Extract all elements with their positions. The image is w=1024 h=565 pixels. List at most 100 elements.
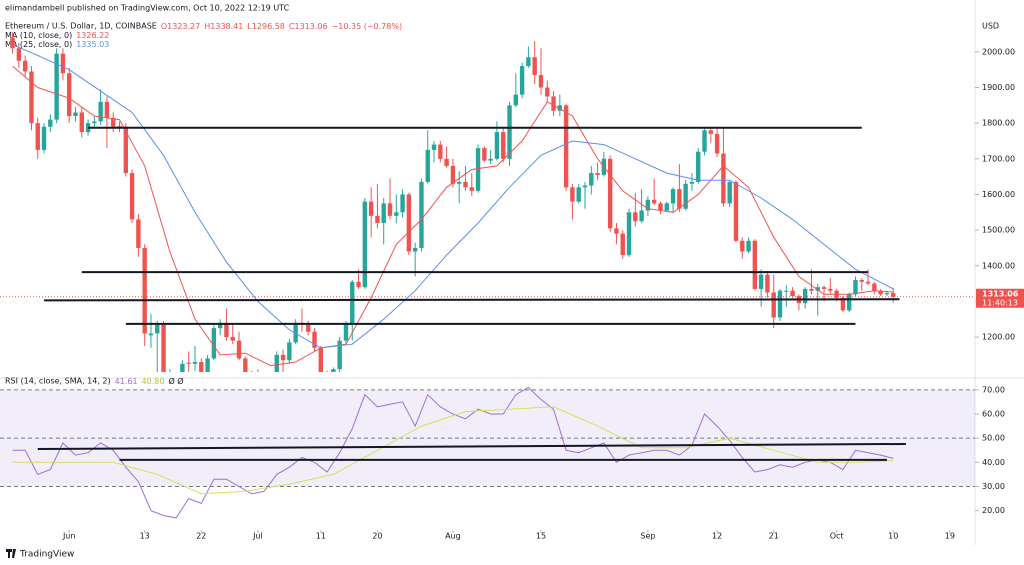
candle-body — [192, 362, 198, 364]
candle-body — [236, 340, 242, 359]
candle-body — [802, 288, 808, 304]
legend-value: 1326.22 — [76, 31, 109, 40]
candle-body — [740, 240, 745, 252]
candle-body — [475, 148, 481, 191]
y-tick-label: 1500.00 — [982, 226, 1015, 235]
candle-body — [48, 119, 53, 127]
candle-body — [456, 181, 462, 184]
candle-body — [727, 181, 732, 204]
candle-body — [142, 247, 147, 334]
trend-line — [37, 442, 906, 451]
candle-body — [891, 293, 896, 297]
candle-body — [230, 337, 235, 341]
candle-body — [683, 183, 688, 209]
candle-body — [677, 189, 682, 209]
candle-body — [104, 101, 110, 118]
candle-body — [217, 322, 223, 329]
candle-body — [488, 158, 493, 161]
candle-body — [117, 126, 122, 128]
candle-body — [752, 240, 758, 289]
candle-body — [381, 203, 386, 223]
candle-body — [368, 201, 374, 216]
legend-entry: MA (10, close, 0) 1326.22 — [5, 31, 109, 40]
candle-body — [758, 274, 764, 289]
countdown: 11:40:13 — [982, 298, 1018, 307]
y-tick-label: 50.00 — [982, 434, 1005, 443]
candle-body — [16, 48, 22, 61]
logo — [6, 549, 16, 558]
rsi-title: RSI (14, close, SMA, 14, 2) 41.61 40.80 Ø Ø — [5, 376, 184, 386]
y-tick-label: 1900.00 — [982, 83, 1015, 92]
candle-body — [771, 292, 776, 318]
y-tick-label: 1600.00 — [982, 190, 1015, 199]
chart-title: Ethereum / U.S. Dollar, 1D, COINBASE O132… — [5, 22, 402, 31]
y-tick-label: 70.00 — [982, 385, 1005, 394]
candle-body — [620, 233, 625, 256]
candle-body — [394, 212, 399, 216]
candle-body — [111, 117, 116, 127]
x-tick-label: 20 — [372, 532, 382, 541]
candle-body — [224, 322, 229, 338]
candle-body — [375, 215, 380, 223]
candle-body — [10, 37, 15, 49]
candle-body — [123, 126, 129, 174]
y-tick-label: 30.00 — [982, 482, 1005, 491]
y-axis-label: USD — [982, 22, 999, 31]
candle-body — [444, 158, 449, 166]
candle-body — [714, 133, 720, 154]
x-tick-label: 13 — [140, 532, 150, 541]
y-tick-label: 20.00 — [982, 506, 1005, 515]
candle-body — [463, 181, 468, 188]
candle-body — [664, 203, 669, 211]
candle-body — [696, 151, 701, 182]
x-tick-label: Jun — [62, 532, 76, 541]
ohlc-label: O1323.27 — [161, 22, 200, 31]
pane — [0, 386, 975, 519]
candle-body — [425, 149, 430, 182]
candle-body — [702, 130, 707, 152]
candle-body — [765, 274, 770, 293]
candle-body — [790, 290, 795, 297]
y-tick-label: 2000.00 — [982, 47, 1015, 56]
candle-body — [576, 187, 581, 202]
legend-extra: Ø Ø — [168, 376, 183, 386]
candle-body — [60, 53, 66, 74]
candle-body — [431, 144, 437, 150]
candle-body — [878, 290, 883, 295]
candle-body — [243, 358, 248, 372]
legend-value: 1335.03 — [76, 40, 109, 49]
series-line — [12, 65, 894, 367]
candle-body — [645, 199, 651, 211]
ohlc-label: L1296.58 — [247, 22, 285, 31]
candle-body — [538, 75, 544, 88]
y-tick-label: 1200.00 — [982, 333, 1015, 342]
x-tick-label: Sep — [640, 532, 655, 541]
legend-value: 40.80 — [142, 377, 165, 386]
x-tick-label: 12 — [712, 532, 722, 541]
candle-body — [199, 362, 204, 372]
candle-body — [161, 324, 166, 372]
x-tick-label: Jul — [252, 532, 263, 541]
x-tick-label: 11 — [316, 532, 326, 541]
candle-body — [73, 112, 78, 117]
candle-body — [733, 181, 739, 241]
candle-body — [859, 280, 864, 282]
candle-body — [557, 105, 563, 111]
candle-body — [205, 358, 210, 372]
candle-body — [853, 280, 858, 295]
series-line — [12, 406, 894, 495]
candle-body — [41, 126, 47, 150]
candle-body — [501, 132, 506, 159]
candle-body — [92, 121, 97, 124]
candle-body — [312, 331, 317, 348]
legend-entry: MA (25, close, 0) 1335.03 — [5, 40, 109, 49]
candle-body — [66, 73, 72, 117]
candle-body — [356, 281, 361, 288]
candle-body — [186, 362, 191, 364]
candle-body — [846, 294, 852, 311]
candle-body — [412, 247, 418, 252]
brand-name: TradingView — [19, 550, 74, 560]
candle-body — [22, 60, 28, 72]
candle-body — [840, 297, 846, 311]
